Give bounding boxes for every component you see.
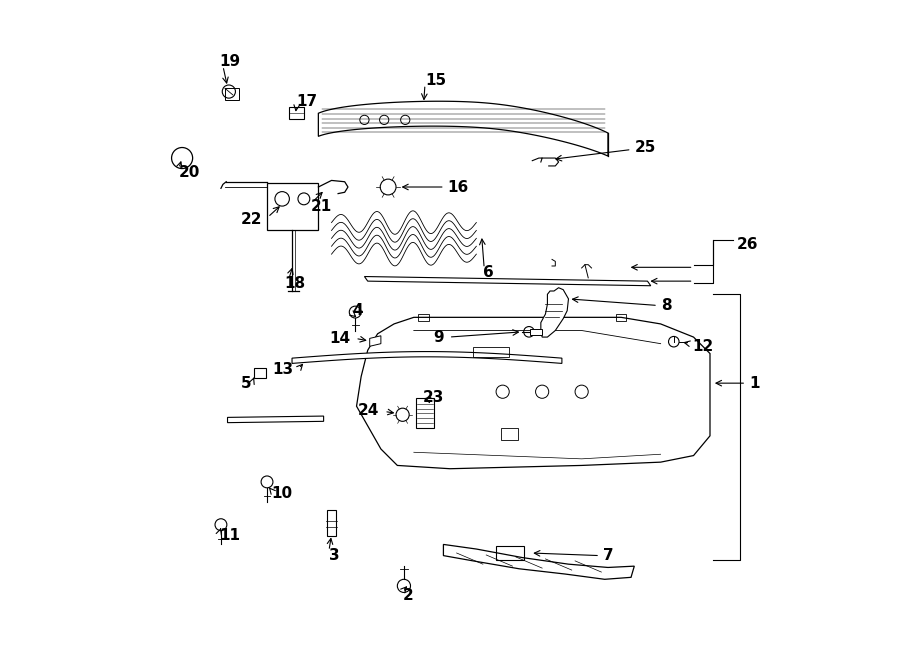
Bar xyxy=(418,314,429,321)
Text: 15: 15 xyxy=(425,73,446,88)
Text: 18: 18 xyxy=(284,276,305,291)
Text: 13: 13 xyxy=(272,362,293,377)
Text: 5: 5 xyxy=(240,375,251,391)
Text: 8: 8 xyxy=(661,298,671,313)
Bar xyxy=(530,329,542,335)
Text: 23: 23 xyxy=(422,390,444,405)
Text: 25: 25 xyxy=(634,140,656,155)
Text: 20: 20 xyxy=(179,165,200,180)
Text: 9: 9 xyxy=(433,330,444,344)
Text: 1: 1 xyxy=(750,375,760,391)
Polygon shape xyxy=(370,336,381,346)
Text: 14: 14 xyxy=(328,331,350,346)
Bar xyxy=(327,510,336,536)
Text: 2: 2 xyxy=(402,588,413,603)
Polygon shape xyxy=(228,416,324,422)
Polygon shape xyxy=(444,545,634,579)
Bar xyxy=(225,89,239,100)
Text: 12: 12 xyxy=(692,340,714,354)
Polygon shape xyxy=(356,317,710,469)
Text: 22: 22 xyxy=(241,212,263,227)
Bar xyxy=(501,428,518,440)
Bar xyxy=(496,547,524,560)
Polygon shape xyxy=(364,276,651,286)
Text: 3: 3 xyxy=(328,548,339,563)
Polygon shape xyxy=(541,288,569,337)
Text: 19: 19 xyxy=(220,54,240,69)
Bar xyxy=(254,368,266,378)
Text: 21: 21 xyxy=(310,199,332,214)
Text: 11: 11 xyxy=(220,528,240,543)
Bar xyxy=(267,183,319,231)
Bar xyxy=(473,347,509,357)
Text: 4: 4 xyxy=(353,303,364,318)
Bar xyxy=(616,314,626,321)
Polygon shape xyxy=(319,101,608,156)
Text: 26: 26 xyxy=(736,237,758,253)
Bar xyxy=(416,399,434,428)
Polygon shape xyxy=(292,352,562,364)
Text: 24: 24 xyxy=(358,403,380,418)
Text: 7: 7 xyxy=(603,548,613,563)
Text: 17: 17 xyxy=(297,94,318,109)
Text: 16: 16 xyxy=(447,180,469,194)
Text: 10: 10 xyxy=(271,486,292,501)
Text: 6: 6 xyxy=(483,265,494,280)
Bar xyxy=(290,106,304,118)
